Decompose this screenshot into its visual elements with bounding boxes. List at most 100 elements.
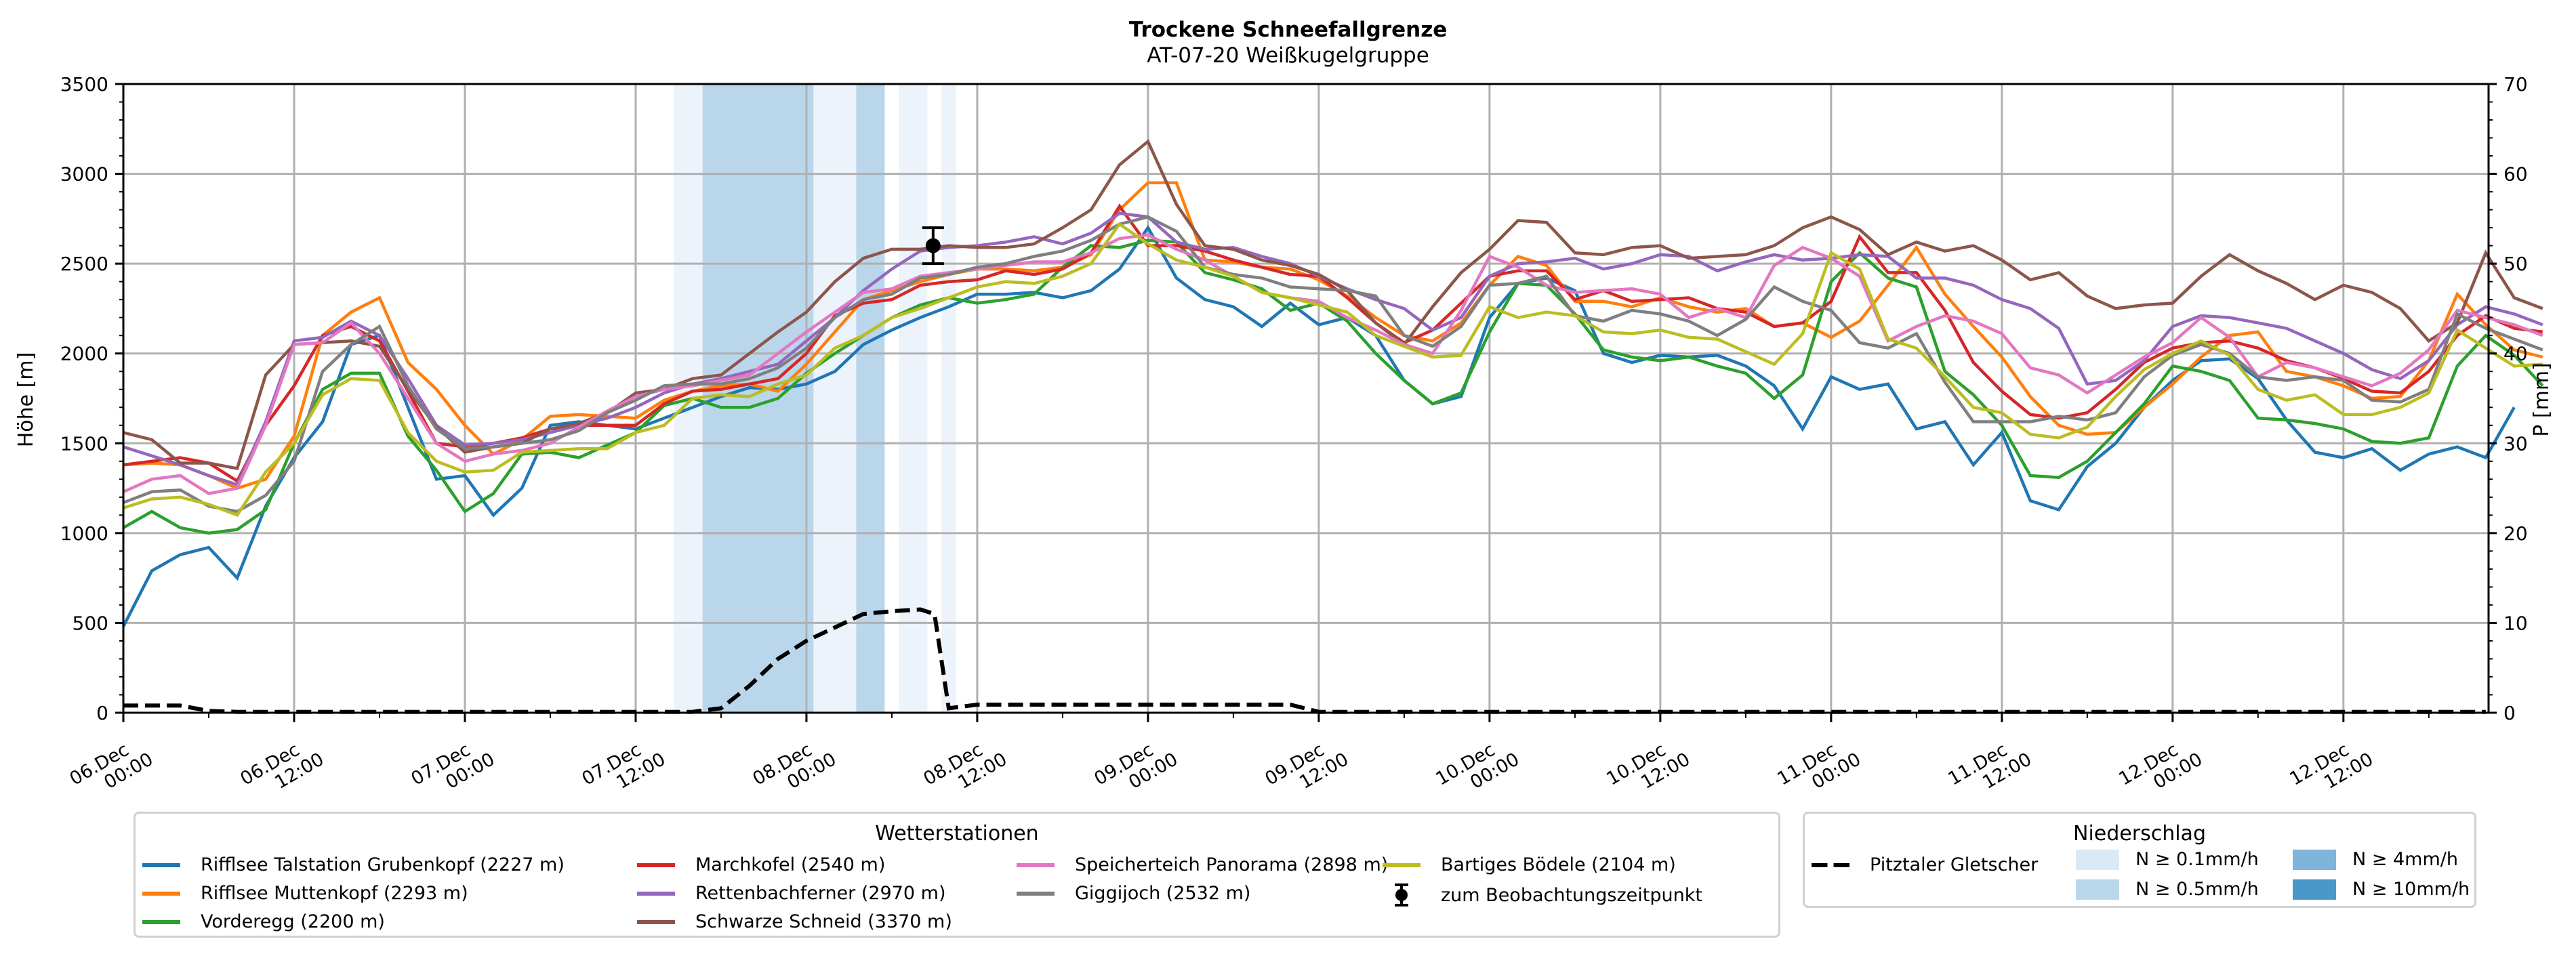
- series-line-0: [121, 224, 2516, 627]
- x-tick-label: 07.Dec00:00: [408, 731, 499, 807]
- x-tick-label: 11.Dec00:00: [1774, 731, 1864, 807]
- x-tick-label: 09.Dec00:00: [1090, 731, 1181, 807]
- legend-label: Bartiges Bödele (2104 m): [1441, 854, 1676, 875]
- legend-label: Rettenbachferner (2970 m): [695, 883, 946, 904]
- x-tick-label: 11.Dec12:00: [1944, 731, 2035, 807]
- line-swatch-icon: [637, 891, 675, 896]
- axes: 0 500 1000 1500 2000 2500 3000 3500 0 10 20 30 40 50 6…: [60, 73, 2528, 807]
- y2-tick-label: 50: [2503, 253, 2528, 275]
- line-swatch-icon: [637, 919, 675, 924]
- legend-item-precip-class: N ≥ 4mm/h: [2293, 849, 2458, 870]
- x-tick-label: 12.Dec12:00: [2286, 731, 2377, 807]
- color-swatch-icon: [2076, 879, 2119, 900]
- y-axis-label: Höhe [m]: [14, 352, 38, 448]
- grid-lines: [122, 83, 2489, 714]
- color-swatch-icon: [2076, 849, 2119, 870]
- legend-label: N ≥ 0.1mm/h: [2135, 849, 2259, 870]
- legend-stations-title: Wetterstationen: [875, 822, 1039, 846]
- chart-subtitle: AT-07-20 Weißkugelgruppe: [1147, 43, 1429, 68]
- legend-item-station: Rifflsee Muttenkopf (2293 m): [142, 883, 468, 904]
- x-tick-label: 07.Dec12:00: [579, 731, 670, 807]
- series-line-8: [123, 222, 2543, 518]
- dashed-line-icon: [1812, 862, 1849, 867]
- y2-axis-label: P [mm]: [2530, 362, 2554, 436]
- y-tick-label: 3000: [60, 163, 108, 186]
- legend-item-observation: zum Beobachtungszeitpunkt: [1383, 883, 1702, 907]
- legend-item-station: Giggijoch (2532 m): [1017, 883, 1250, 904]
- line-swatch-icon: [142, 862, 180, 867]
- x-tick-label: 08.Dec12:00: [920, 731, 1010, 807]
- series-line-7: [123, 215, 2543, 514]
- precip-band: [702, 84, 814, 713]
- errorbar-marker-icon: [1395, 883, 1408, 907]
- precip-band: [856, 84, 885, 713]
- y-tick-label: 1000: [60, 522, 108, 545]
- y-tick-label: 2000: [60, 343, 108, 365]
- legend-precip: Niederschlag Pitztaler Gletscher N ≥ 0.1…: [1803, 812, 2476, 908]
- legend-item-station: Marchkofel (2540 m): [637, 854, 885, 875]
- y2-tick-label: 10: [2503, 612, 2528, 634]
- x-tick-label: 12.Dec00:00: [2115, 731, 2206, 807]
- x-tick-label: 10.Dec12:00: [1603, 731, 1694, 807]
- y-tick-label: 0: [96, 702, 108, 724]
- legend-label: N ≥ 4mm/h: [2352, 849, 2458, 870]
- obs-point: [925, 238, 941, 253]
- legend-item-station: Bartiges Bödele (2104 m): [1383, 854, 1676, 875]
- color-swatch-icon: [2293, 849, 2336, 870]
- precip-dashed-line: [123, 607, 2486, 714]
- precip-band: [899, 84, 928, 713]
- chart-title: Trockene Schneefallgrenze: [1128, 18, 1448, 42]
- line-swatch-icon: [142, 891, 180, 896]
- legend-precip-title: Niederschlag: [2073, 822, 2206, 846]
- y2-tick-label: 20: [2503, 522, 2528, 545]
- precip-line: [123, 607, 2486, 714]
- line-swatch-icon: [637, 862, 675, 867]
- station-lines: [121, 139, 2544, 627]
- y2-tick-label: 60: [2503, 163, 2528, 186]
- y2-tick-label: 70: [2503, 73, 2528, 96]
- legend-label: Vorderegg (2200 m): [201, 911, 385, 932]
- legend-item-precip-class: N ≥ 0.5mm/h: [2076, 879, 2259, 900]
- x-tick-label: 09.Dec12:00: [1261, 731, 1352, 807]
- series-line-6: [123, 233, 2543, 495]
- y-tick-label: 3500: [60, 73, 108, 96]
- y2-tick-label: 30: [2503, 432, 2528, 455]
- y-tick-label: 2500: [60, 253, 108, 275]
- line-swatch-icon: [1383, 862, 1420, 867]
- legend-label: Rifflsee Talstation Grubenkopf (2227 m): [201, 854, 565, 875]
- line-swatch-icon: [1017, 862, 1055, 867]
- x-tick-label: 06.Dec00:00: [66, 731, 157, 807]
- line-swatch-icon: [142, 919, 180, 924]
- legend-label: Marchkofel (2540 m): [695, 854, 886, 875]
- legend-item-station: Rettenbachferner (2970 m): [637, 883, 946, 904]
- legend-label: zum Beobachtungszeitpunkt: [1441, 884, 1702, 906]
- observation-marker: [922, 226, 944, 266]
- plot-frame: [122, 83, 2490, 714]
- x-tick-label: 10.Dec00:00: [1432, 731, 1523, 807]
- legend-label: Speicherteich Panorama (2898 m): [1075, 854, 1389, 875]
- legend-item-precip-class: N ≥ 0.1mm/h: [2076, 849, 2259, 870]
- series-line-5: [123, 139, 2543, 470]
- series-line-3: [123, 203, 2543, 484]
- line-swatch-icon: [1017, 891, 1055, 896]
- legend-item-station: Schwarze Schneid (3370 m): [637, 911, 952, 932]
- precip-band: [941, 84, 956, 713]
- series-line-2: [122, 238, 2544, 535]
- legend-item-pitztaler: Pitztaler Gletscher: [1812, 854, 2038, 875]
- legend-label: Schwarze Schneid (3370 m): [695, 911, 952, 932]
- legend-label: N ≥ 10mm/h: [2352, 879, 2470, 900]
- precip-bands: [674, 84, 956, 713]
- x-tick-label: 06.Dec12:00: [237, 731, 328, 807]
- color-swatch-icon: [2293, 879, 2336, 900]
- precip-band: [813, 84, 857, 713]
- legend-item-station: Rifflsee Talstation Grubenkopf (2227 m): [142, 854, 565, 875]
- y-tick-label: 500: [73, 612, 108, 634]
- legend-label: Pitztaler Gletscher: [1870, 854, 2039, 875]
- x-tick-label: 08.Dec00:00: [750, 731, 840, 807]
- y2-tick-label: 40: [2503, 343, 2528, 365]
- legend-item-station: Speicherteich Panorama (2898 m): [1017, 854, 1388, 875]
- legend-label: Giggijoch (2532 m): [1075, 883, 1251, 904]
- legend-stations: Wetterstationen Rifflsee Talstation Grub…: [134, 812, 1780, 938]
- legend-label: N ≥ 0.5mm/h: [2135, 879, 2259, 900]
